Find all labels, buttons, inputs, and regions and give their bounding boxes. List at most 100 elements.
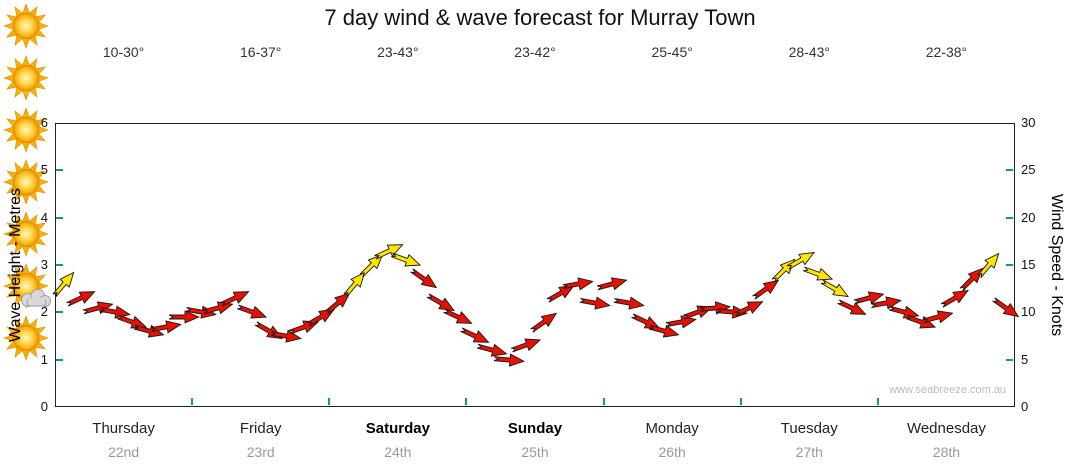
right-axis-tick-label: 0 xyxy=(1021,399,1029,414)
wind-arrow xyxy=(339,267,370,301)
left-axis-tick xyxy=(56,358,63,361)
wind-arrow xyxy=(132,320,167,342)
wind-arrow xyxy=(48,267,79,301)
watermark: www.seabreeze.com.au xyxy=(889,384,1006,396)
day-temperature: 22-38° xyxy=(925,44,968,60)
chart-title: 7 day wind & wave forecast for Murray To… xyxy=(324,5,756,30)
right-axis-tick-label: 30 xyxy=(1021,115,1036,130)
wind-arrow xyxy=(974,248,1005,282)
day-boundary-tick xyxy=(602,398,605,405)
plot-area: www.seabreeze.com.au xyxy=(55,123,1015,407)
partly-cloudy-icon xyxy=(0,260,52,312)
left-axis-tick-label: 6 xyxy=(40,115,48,130)
day-date: 25th xyxy=(521,444,549,460)
day-temperature: 10-30° xyxy=(102,44,145,60)
wind-arrow xyxy=(716,304,749,321)
wind-arrow xyxy=(423,289,458,317)
day-name: Tuesday xyxy=(780,420,838,437)
day-date: 28th xyxy=(932,444,961,460)
right-axis-tick xyxy=(1006,216,1013,219)
wind-arrow xyxy=(269,326,303,345)
right-axis-tick xyxy=(1006,358,1013,361)
right-axis-tick-label: 5 xyxy=(1021,351,1029,367)
wind-arrow xyxy=(81,297,116,319)
wind-arrow xyxy=(989,293,1023,323)
right-axis-tick-label: 25 xyxy=(1021,162,1036,178)
day-boundary-tick xyxy=(191,398,194,405)
wind-arrow xyxy=(149,317,183,336)
day-name: Friday xyxy=(239,420,282,437)
right-axis-tick-label: 20 xyxy=(1021,209,1036,225)
right-axis-tick xyxy=(1006,169,1013,172)
wind-arrow xyxy=(783,246,818,274)
day-boundary-tick xyxy=(876,398,879,405)
wind-arrow xyxy=(303,303,338,331)
wind-arrow xyxy=(732,294,767,320)
wind-arrow xyxy=(886,301,921,323)
day-date: 24th xyxy=(384,444,412,460)
wind-arrow xyxy=(475,339,510,361)
wind-arrow xyxy=(509,333,544,357)
wind-arrow xyxy=(321,287,355,318)
day-date: 26th xyxy=(658,444,686,460)
wind-arrow xyxy=(98,303,132,322)
left-axis-tick-label: 0 xyxy=(40,399,48,414)
wind-arrow xyxy=(493,351,526,368)
day-name: Wednesday xyxy=(906,420,986,437)
wind-arrow xyxy=(629,309,664,335)
wind-arrow xyxy=(800,262,835,286)
left-axis-tick-label: 2 xyxy=(40,304,48,320)
wind-arrow xyxy=(818,275,853,303)
day-name: Thursday xyxy=(92,420,155,437)
left-axis-tick-label: 4 xyxy=(40,209,48,225)
wind-arrow xyxy=(938,284,973,312)
right-axis-tick-label: 15 xyxy=(1021,257,1036,272)
wind-arrow xyxy=(168,310,200,324)
sunny-icon xyxy=(0,104,52,156)
right-axis-tick-label: 10 xyxy=(1021,304,1036,320)
wind-arrow xyxy=(63,285,98,311)
wind-arrow xyxy=(646,320,681,342)
day-temperature: 23-43° xyxy=(377,44,419,60)
left-axis-tick xyxy=(56,264,63,266)
right-axis-tick xyxy=(1006,264,1013,266)
wind-arrow xyxy=(561,274,595,293)
wind-arrow xyxy=(184,303,218,322)
wind-arrow xyxy=(903,310,938,334)
wind-arrow xyxy=(921,306,956,328)
wind-arrow xyxy=(595,273,630,295)
sunny-icon xyxy=(0,156,52,208)
wind-arrow xyxy=(698,299,732,316)
wind-arrow xyxy=(578,293,612,312)
day-name: Sunday xyxy=(507,420,563,437)
day-temperature: 23-42° xyxy=(514,44,556,60)
wind-arrow xyxy=(664,312,698,331)
wind-arrow xyxy=(115,310,150,334)
wind-arrow xyxy=(356,249,389,282)
day-boundary-tick xyxy=(465,398,468,405)
wind-arrow xyxy=(235,300,270,324)
left-axis-tick xyxy=(56,311,63,314)
wind-arrow xyxy=(372,238,407,264)
left-axis-tick xyxy=(56,169,63,172)
wind-arrow xyxy=(406,264,440,294)
wind-arrow xyxy=(543,279,578,307)
wind-arrow xyxy=(389,248,424,272)
wind-arrow xyxy=(458,323,493,349)
day-temperature: 16-37° xyxy=(240,44,282,60)
left-axis-tick-label: 3 xyxy=(40,257,48,272)
wind-arrow xyxy=(956,263,989,296)
wind-arrow xyxy=(869,293,903,312)
wind-arrow xyxy=(526,307,560,337)
wind-arrow xyxy=(835,294,870,320)
day-name: Monday xyxy=(645,420,699,437)
day-boundary-tick xyxy=(328,398,331,405)
left-axis-tick xyxy=(56,216,63,219)
sunny-icon xyxy=(0,312,52,364)
left-axis-tick-label: 1 xyxy=(40,351,48,367)
day-temperature: 28-43° xyxy=(788,44,830,60)
wind-arrow xyxy=(218,285,253,311)
sunny-icon xyxy=(0,52,52,104)
wind-arrow xyxy=(612,293,646,312)
